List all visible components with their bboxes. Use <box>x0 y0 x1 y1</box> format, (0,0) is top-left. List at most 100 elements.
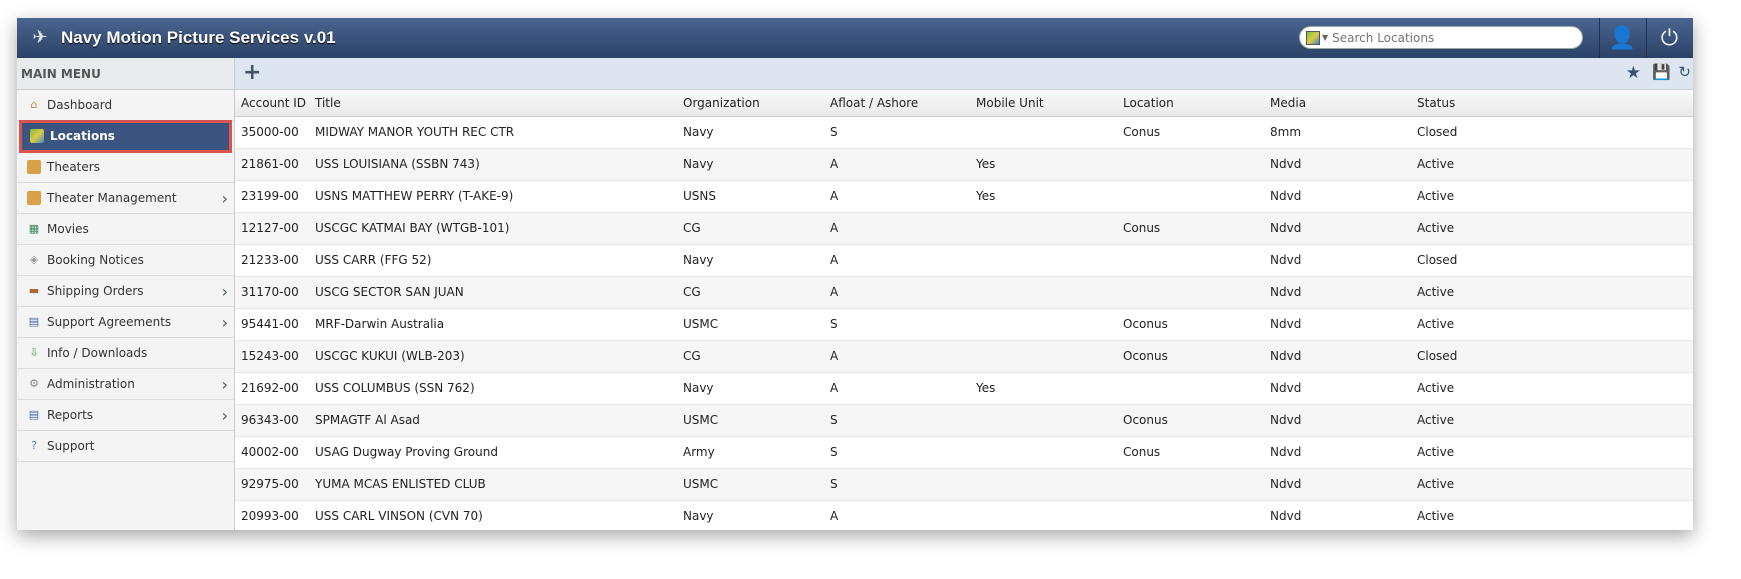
sidebar-item-administration[interactable]: ⚙ Administration › <box>17 369 234 400</box>
table-row[interactable]: 95441-00 MRF-Darwin Australia USMC S Oconus N… <box>235 308 1693 341</box>
table-cell: A <box>824 180 970 213</box>
sidebar-item-shipping-orders[interactable]: ▬ Shipping Orders › <box>17 276 234 307</box>
table-row[interactable]: 21233-00 USS CARR (FFG 52) Navy A Ndvd Closed <box>235 244 1693 277</box>
sidebar-item-locations[interactable]: Locations <box>19 120 232 153</box>
table-cell <box>970 340 1117 373</box>
chevron-right-icon[interactable]: › <box>221 281 228 301</box>
table-row[interactable]: 15243-00 USCGC KUKUI (WLB-203) CG A Oconus Nd… <box>235 340 1693 373</box>
table-cell: Navy <box>677 500 824 530</box>
table-row[interactable]: 92975-00 YUMA MCAS ENLISTED CLUB USMC S Ndvd… <box>235 468 1693 501</box>
table-cell: Ndvd <box>1264 180 1411 213</box>
add-icon[interactable]: + <box>243 60 262 85</box>
search-input[interactable] <box>1332 30 1563 45</box>
table-cell: Oconus <box>1117 308 1264 341</box>
chevron-right-icon[interactable]: › <box>221 188 228 208</box>
table-cell: 8mm <box>1264 116 1411 149</box>
save-icon[interactable]: 💾 <box>1652 63 1671 81</box>
table-cell: MIDWAY MANOR YOUTH REC CTR <box>309 116 677 149</box>
refresh-icon[interactable]: ↻ <box>1678 63 1691 81</box>
table-cell: YUMA MCAS ENLISTED CLUB <box>309 468 677 501</box>
table-cell: Yes <box>970 148 1117 181</box>
table-cell <box>970 212 1117 245</box>
table-cell <box>970 500 1117 530</box>
sidebar-item-label: Locations <box>50 129 115 143</box>
sidebar-item-label: Theater Management <box>47 191 177 205</box>
column-header[interactable]: Media <box>1264 90 1411 117</box>
table-cell: Active <box>1411 468 1693 501</box>
sidebar-item-booking-notices[interactable]: ◈ Booking Notices <box>17 245 234 276</box>
table-cell: USAG Dugway Proving Ground <box>309 436 677 469</box>
table-cell: Active <box>1411 180 1693 213</box>
sidebar-item-label: Movies <box>47 222 89 236</box>
map-icon[interactable] <box>1306 30 1320 45</box>
table-cell: 95441-00 <box>235 308 309 341</box>
column-header[interactable]: Title <box>309 90 677 117</box>
sidebar-item-dashboard[interactable]: ⌂ Dashboard <box>17 90 234 121</box>
door-icon <box>27 191 41 205</box>
table-row[interactable]: 31170-00 USCG SECTOR SAN JUAN CG A Ndvd Activ… <box>235 276 1693 309</box>
table-cell: USNS MATTHEW PERRY (T-AKE-9) <box>309 180 677 213</box>
gear-icon: ⚙ <box>29 377 39 390</box>
sidebar-item-reports[interactable]: ▤ Reports › <box>17 400 234 431</box>
chevron-right-icon[interactable]: › <box>221 374 228 394</box>
column-header[interactable]: Mobile Unit <box>970 90 1117 117</box>
column-header[interactable]: Status <box>1411 90 1693 117</box>
column-header[interactable]: Afloat / Ashore <box>824 90 970 117</box>
column-header[interactable]: Organization <box>677 90 824 117</box>
search-box[interactable]: ▼ <box>1299 26 1583 49</box>
table-row[interactable]: 21861-00 USS LOUISIANA (SSBN 743) Navy A Yes… <box>235 148 1693 181</box>
table-cell: CG <box>677 340 824 373</box>
table-cell: A <box>824 244 970 277</box>
sidebar-item-support[interactable]: ? Support <box>17 431 234 462</box>
table-cell: Closed <box>1411 244 1693 277</box>
table-row[interactable]: 35000-00 MIDWAY MANOR YOUTH REC CTR Navy S C… <box>235 116 1693 149</box>
table-cell <box>1117 148 1264 181</box>
table-cell: Army <box>677 436 824 469</box>
chevron-down-icon[interactable]: ▼ <box>1322 33 1329 42</box>
table-cell: 96343-00 <box>235 404 309 437</box>
star-icon[interactable]: ★ <box>1625 63 1641 83</box>
column-header[interactable]: Location <box>1117 90 1264 117</box>
sidebar-item-label: Info / Downloads <box>47 346 148 360</box>
table-cell: Conus <box>1117 212 1264 245</box>
user-icon[interactable]: 👤 <box>1599 18 1645 58</box>
table-row[interactable]: 21692-00 USS COLUMBUS (SSN 762) Navy A Yes Nd… <box>235 372 1693 405</box>
table-row[interactable]: 96343-00 SPMAGTF Al Asad USMC S Oconus Ndvd Ac… <box>235 404 1693 437</box>
table-cell: 21692-00 <box>235 372 309 405</box>
table-row[interactable]: 20993-00 USS CARL VINSON (CVN 70) Navy A Ndv… <box>235 500 1693 530</box>
sidebar-item-support-agreements[interactable]: ▤ Support Agreements › <box>17 307 234 338</box>
table-cell <box>1117 180 1264 213</box>
table-cell: Navy <box>677 244 824 277</box>
chevron-right-icon[interactable]: › <box>221 312 228 332</box>
table-cell: A <box>824 212 970 245</box>
table-cell: USS LOUISIANA (SSBN 743) <box>309 148 677 181</box>
table-cell: Active <box>1411 500 1693 530</box>
table-cell <box>970 404 1117 437</box>
truck-icon: ▬ <box>28 284 40 297</box>
table-row[interactable]: 23199-00 USNS MATTHEW PERRY (T-AKE-9) USNS… <box>235 180 1693 213</box>
sidebar-item-movies[interactable]: ▦ Movies <box>17 214 234 245</box>
sidebar-item-label: Support <box>47 439 95 453</box>
table-row[interactable]: 40002-00 USAG Dugway Proving Ground Army S C… <box>235 436 1693 469</box>
chevron-right-icon[interactable]: › <box>221 405 228 425</box>
table-cell: USMC <box>677 404 824 437</box>
table-cell <box>1117 244 1264 277</box>
film-icon: ▦ <box>28 222 40 235</box>
table-cell <box>970 468 1117 501</box>
table-cell: A <box>824 340 970 373</box>
table-cell <box>970 276 1117 309</box>
header: ✈ Navy Motion Picture Services v.01 ▼ 👤 … <box>17 18 1693 58</box>
power-icon[interactable]: ⏻ <box>1646 18 1692 58</box>
table-cell: 31170-00 <box>235 276 309 309</box>
toolbar: + ★ 💾 ↻ <box>235 58 1693 90</box>
column-header[interactable]: Account ID <box>235 90 309 117</box>
sidebar-item-info-downloads[interactable]: ⇩ Info / Downloads <box>17 338 234 369</box>
table-cell: Conus <box>1117 436 1264 469</box>
table-cell: Ndvd <box>1264 276 1411 309</box>
table-cell: Active <box>1411 404 1693 437</box>
map-icon <box>30 129 44 143</box>
sidebar-item-theaters[interactable]: Theaters <box>17 152 234 183</box>
sidebar-item-theater-management[interactable]: Theater Management › <box>17 183 234 214</box>
table-row[interactable]: 12127-00 USCGC KATMAI BAY (WTGB-101) CG A Co… <box>235 212 1693 245</box>
table-cell: USS COLUMBUS (SSN 762) <box>309 372 677 405</box>
